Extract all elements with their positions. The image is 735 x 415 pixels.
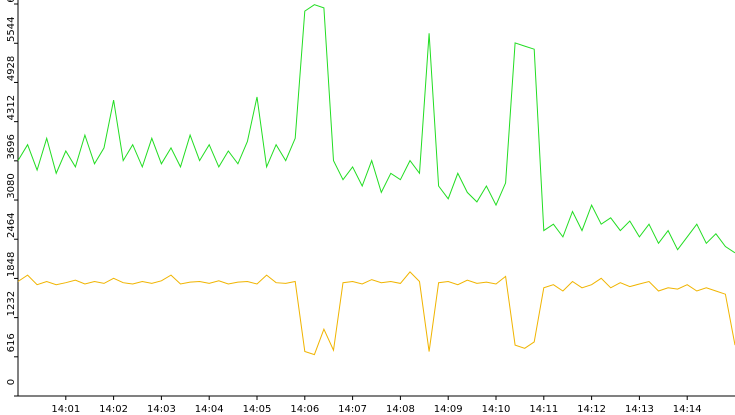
- y-tick-label: 2464: [6, 212, 17, 237]
- x-tick-label: 14:05: [243, 404, 272, 415]
- y-tick-label: 616: [6, 333, 17, 352]
- x-tick-label: 14:08: [386, 404, 415, 415]
- x-tick-label: 14:12: [577, 404, 606, 415]
- x-tick-label: 14:03: [147, 404, 176, 415]
- y-tick-label: 3696: [6, 134, 17, 159]
- x-tick-label: 14:11: [529, 404, 558, 415]
- x-tick-label: 14:07: [338, 404, 367, 415]
- y-tick-label: 3080: [6, 173, 17, 198]
- x-tick-label: 14:09: [434, 404, 463, 415]
- x-tick-label: 14:14: [673, 404, 702, 415]
- x-tick-label: 14:01: [51, 404, 80, 415]
- x-tick-label: 14:06: [290, 404, 319, 415]
- x-tick-label: 14:10: [482, 404, 511, 415]
- x-tick-label: 14:02: [99, 404, 128, 415]
- series-line: [17, 4, 735, 254]
- y-tick-label: 0: [6, 379, 17, 385]
- y-tick-label: 1232: [6, 291, 17, 316]
- x-tick-label: 14:13: [625, 404, 654, 415]
- y-tick-label: 4928: [6, 56, 17, 81]
- y-tick-label: 5544: [6, 17, 17, 42]
- y-tick-label: 1848: [6, 252, 17, 277]
- y-tick-label: 4312: [6, 95, 17, 120]
- x-tick-label: 14:04: [195, 404, 224, 415]
- series-line: [17, 271, 735, 356]
